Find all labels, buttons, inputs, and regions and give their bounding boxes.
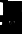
Text: 340/1000: 340/1000 bbox=[13, 14, 22, 34]
Text: 340/1600: 340/1600 bbox=[13, 13, 22, 34]
Text: 340/1200: 340/1200 bbox=[13, 16, 22, 34]
Text: 340/1600/1000: 340/1600/1000 bbox=[13, 20, 22, 34]
Text: 350/1200: 350/1200 bbox=[13, 19, 22, 34]
Text: 340/1300: 340/1300 bbox=[13, 17, 22, 34]
Text: 350/1600: 350/1600 bbox=[13, 18, 22, 34]
Text: PFA/PTFE: PFA/PTFE bbox=[12, 10, 22, 34]
